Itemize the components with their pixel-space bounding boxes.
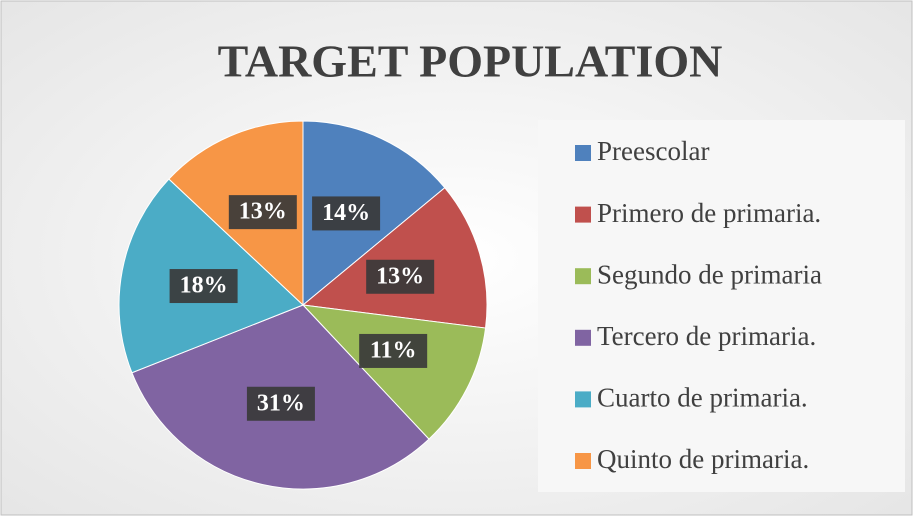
data-label: 13% bbox=[239, 199, 287, 225]
data-label-box bbox=[312, 196, 381, 231]
legend-swatch bbox=[575, 391, 591, 408]
chart-title: TARGET POPULATION bbox=[218, 36, 723, 87]
data-label-box bbox=[366, 259, 435, 294]
data-label: 13% bbox=[376, 263, 424, 289]
legend-label: Quinto de primaria. bbox=[597, 444, 809, 474]
data-label: 31% bbox=[257, 390, 305, 416]
data-label-box bbox=[228, 195, 297, 230]
data-label-box bbox=[169, 269, 238, 304]
legend-swatch bbox=[575, 145, 591, 161]
legend-label: Tercero de primaria. bbox=[597, 321, 816, 351]
legend-label: Segundo de primaria bbox=[597, 259, 822, 289]
legend-box bbox=[538, 120, 905, 492]
legend-label: Preescolar bbox=[597, 136, 709, 166]
data-label-box bbox=[246, 386, 315, 421]
pie-slice bbox=[301, 304, 487, 440]
legend-swatch bbox=[575, 453, 591, 469]
data-label: 18% bbox=[180, 273, 228, 299]
data-label: 11% bbox=[370, 337, 417, 363]
legend-swatch bbox=[575, 268, 591, 285]
pie-slice bbox=[301, 187, 488, 329]
legend-label: Cuarto de primaria. bbox=[597, 383, 808, 413]
legend-label: Primero de primaria. bbox=[597, 198, 821, 228]
data-label: 14% bbox=[322, 200, 370, 226]
data-label-box bbox=[359, 333, 428, 368]
legend-swatch bbox=[575, 329, 591, 346]
legend-swatch bbox=[575, 206, 591, 223]
